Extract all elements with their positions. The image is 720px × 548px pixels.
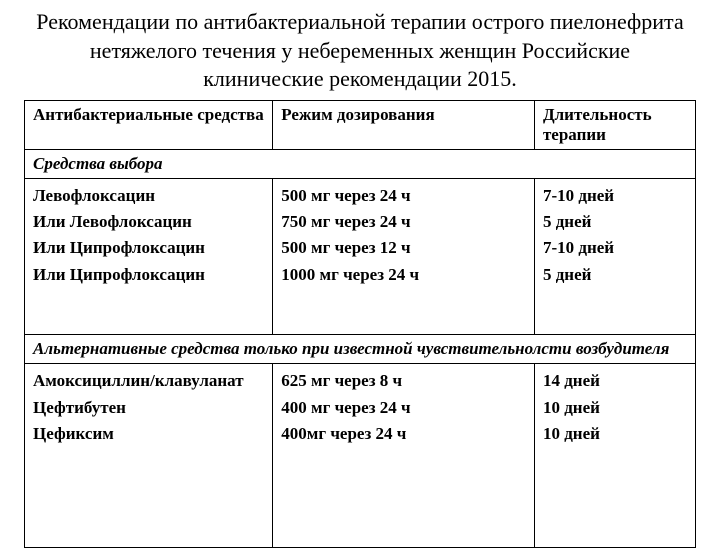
cell-text: 10 дней xyxy=(543,421,687,447)
cell-text: 10 дней xyxy=(543,395,687,421)
group2-drugs: Амоксициллин/клавуланат Цефтибутен Цефик… xyxy=(25,364,273,548)
group2-durations: 14 дней 10 дней 10 дней xyxy=(534,364,695,548)
group1-durations: 7-10 дней 5 дней 7-10 дней 5 дней xyxy=(534,178,695,334)
cell-text: Цефтибутен xyxy=(33,395,264,421)
cell-text: Левофлоксацин xyxy=(33,183,264,209)
cell-text: 5 дней xyxy=(543,262,687,288)
group1-doses: 500 мг через 24 ч 750 мг через 24 ч 500 … xyxy=(273,178,535,334)
cell-text: Цефиксим xyxy=(33,421,264,447)
table-header-row: Антибактериальные средства Режим дозиров… xyxy=(25,100,696,149)
cell-text: 1000 мг через 24 ч xyxy=(281,262,526,288)
cell-text: 400мг через 24 ч xyxy=(281,421,526,447)
cell-text: Или Левофлоксацин xyxy=(33,209,264,235)
section-row-alternatives: Альтернативные средства только при извес… xyxy=(25,335,696,364)
group1-drugs: Левофлоксацин Или Левофлоксацин Или Ципр… xyxy=(25,178,273,334)
recommendations-table: Антибактериальные средства Режим дозиров… xyxy=(24,100,696,548)
section-row-first-line: Средства выбора xyxy=(25,149,696,178)
group2-row: Амоксициллин/клавуланат Цефтибутен Цефик… xyxy=(25,364,696,548)
cell-text: 7-10 дней xyxy=(543,235,687,261)
cell-text: Амоксициллин/клавуланат xyxy=(33,368,264,394)
page-title: Рекомендации по антибактериальной терапи… xyxy=(34,8,686,94)
cell-text: 7-10 дней xyxy=(543,183,687,209)
cell-text: 625 мг через 8 ч xyxy=(281,368,526,394)
group1-row: Левофлоксацин Или Левофлоксацин Или Ципр… xyxy=(25,178,696,334)
slide-page: Рекомендации по антибактериальной терапи… xyxy=(0,0,720,540)
header-duration: Длительность терапии xyxy=(534,100,695,149)
cell-text: 500 мг через 12 ч xyxy=(281,235,526,261)
cell-text: 5 дней xyxy=(543,209,687,235)
cell-text: 400 мг через 24 ч xyxy=(281,395,526,421)
section-alternatives: Альтернативные средства только при извес… xyxy=(25,335,696,364)
cell-text: Или Ципрофлоксацин xyxy=(33,235,264,261)
cell-text: Или Ципрофлоксацин xyxy=(33,262,264,288)
cell-text: 14 дней xyxy=(543,368,687,394)
cell-text: 500 мг через 24 ч xyxy=(281,183,526,209)
section-first-line: Средства выбора xyxy=(25,149,696,178)
group2-doses: 625 мг через 8 ч 400 мг через 24 ч 400мг… xyxy=(273,364,535,548)
header-drugs: Антибактериальные средства xyxy=(25,100,273,149)
cell-text: 750 мг через 24 ч xyxy=(281,209,526,235)
header-dosing: Режим дозирования xyxy=(273,100,535,149)
